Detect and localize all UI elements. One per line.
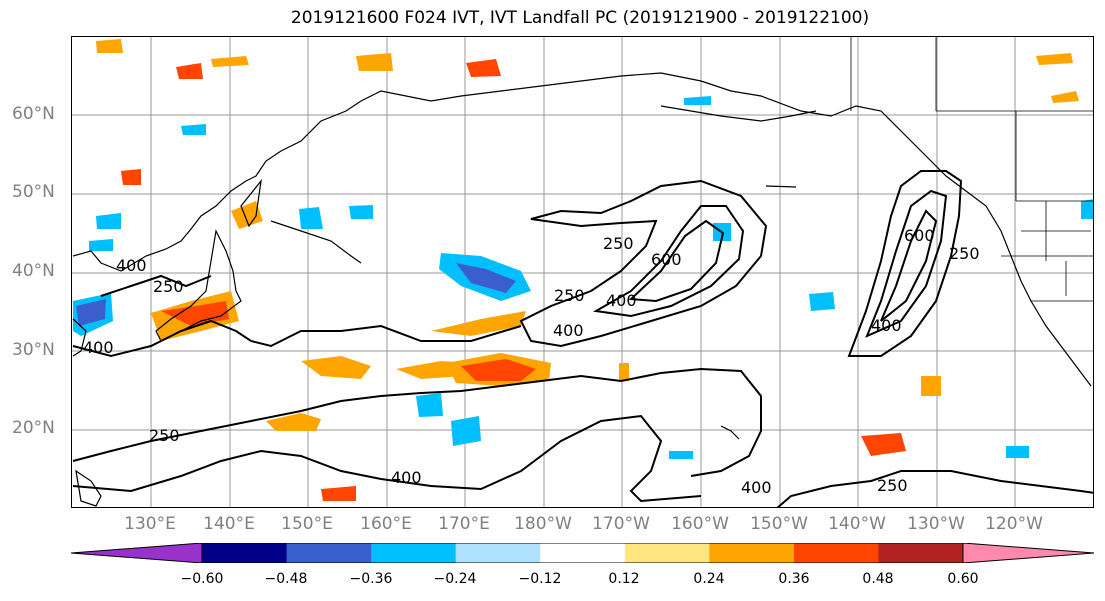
colorbar: [71, 543, 1094, 563]
lon-label-130w: 130°W: [907, 514, 965, 534]
colorbar-tick: 0.24: [693, 571, 725, 587]
negative-pc-shading: [73, 96, 1093, 459]
contour-label: 600: [904, 226, 935, 245]
contour-label: 250: [603, 234, 634, 253]
lon-label-130e: 130°E: [124, 514, 176, 534]
lon-label-160w: 160°W: [671, 514, 729, 534]
lon-label-150e: 150°E: [281, 514, 333, 534]
lon-label-140e: 140°E: [203, 514, 255, 534]
lon-label-180w: 180°W: [514, 514, 572, 534]
contour-label: 400: [553, 321, 584, 340]
lat-label-60n: 60°N: [12, 104, 55, 124]
colorbar-segment: [202, 543, 288, 563]
lat-label-30n: 30°N: [12, 340, 55, 360]
lon-label-160e: 160°E: [360, 514, 412, 534]
colorbar-tick: −0.12: [518, 571, 562, 587]
contour-label: 250: [877, 476, 908, 495]
ivt-contours: [72, 170, 1093, 507]
colorbar-segment: [540, 543, 626, 563]
colorbar-segments: [71, 543, 1094, 563]
map-panel: 250 400 600 250 600 400 400 250 400 250 …: [71, 36, 1094, 508]
colorbar-segment: [878, 543, 964, 563]
colorbar-segment: [455, 543, 541, 563]
colorbar-extend-min: [71, 543, 202, 563]
contour-label: 250: [153, 277, 184, 296]
contour-label: 250: [554, 286, 585, 305]
colorbar-segment: [793, 543, 879, 563]
lat-label-40n: 40°N: [12, 261, 55, 281]
colorbar-extend-max: [963, 543, 1094, 563]
map-gridlines: [72, 37, 1093, 507]
political-borders: [850, 37, 1093, 302]
map-title: 2019121600 F024 IVT, IVT Landfall PC (20…: [290, 8, 870, 28]
map-canvas: 250 400 600 250 600 400 400 250 400 250 …: [72, 37, 1093, 507]
contour-label: 400: [606, 291, 637, 310]
contour-label: 250: [949, 244, 980, 263]
coastlines: [72, 72, 1092, 507]
positive-pc-shading: [96, 39, 1079, 501]
lon-label-170w: 170°W: [592, 514, 650, 534]
lon-label-140w: 140°W: [828, 514, 886, 534]
contour-label: 600: [651, 250, 682, 269]
lon-label-150w: 150°W: [750, 514, 808, 534]
lon-label-120w: 120°W: [985, 514, 1043, 534]
contour-label: 400: [83, 338, 114, 357]
contour-label-group: 250 400 600 250 600 400 400 250 400 250 …: [83, 226, 980, 497]
lon-label-170e: 170°E: [438, 514, 490, 534]
colorbar-segment: [624, 543, 710, 563]
colorbar-tick: 0.36: [778, 571, 810, 587]
contour-label: 250: [149, 426, 180, 445]
colorbar-segment: [286, 543, 372, 563]
colorbar-tick: −0.48: [264, 571, 308, 587]
contour-label: 400: [741, 478, 772, 497]
colorbar-tick: 0.60: [947, 571, 979, 587]
colorbar-tick: 0.48: [862, 571, 894, 587]
lat-label-20n: 20°N: [12, 418, 55, 438]
lat-label-50n: 50°N: [12, 182, 55, 202]
colorbar-tick: 0.12: [608, 571, 640, 587]
colorbar-segment: [709, 543, 795, 563]
colorbar-tick: −0.36: [349, 571, 393, 587]
contour-label: 400: [871, 316, 902, 335]
colorbar-segment: [371, 543, 457, 563]
contour-label: 400: [391, 468, 422, 487]
colorbar-tick: −0.60: [180, 571, 224, 587]
colorbar-tick: −0.24: [433, 571, 477, 587]
contour-label: 400: [116, 256, 147, 275]
